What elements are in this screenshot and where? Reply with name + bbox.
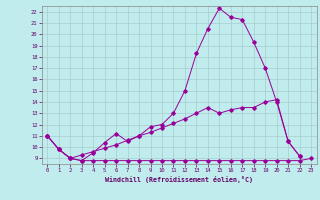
X-axis label: Windchill (Refroidissement éolien,°C): Windchill (Refroidissement éolien,°C): [105, 176, 253, 183]
